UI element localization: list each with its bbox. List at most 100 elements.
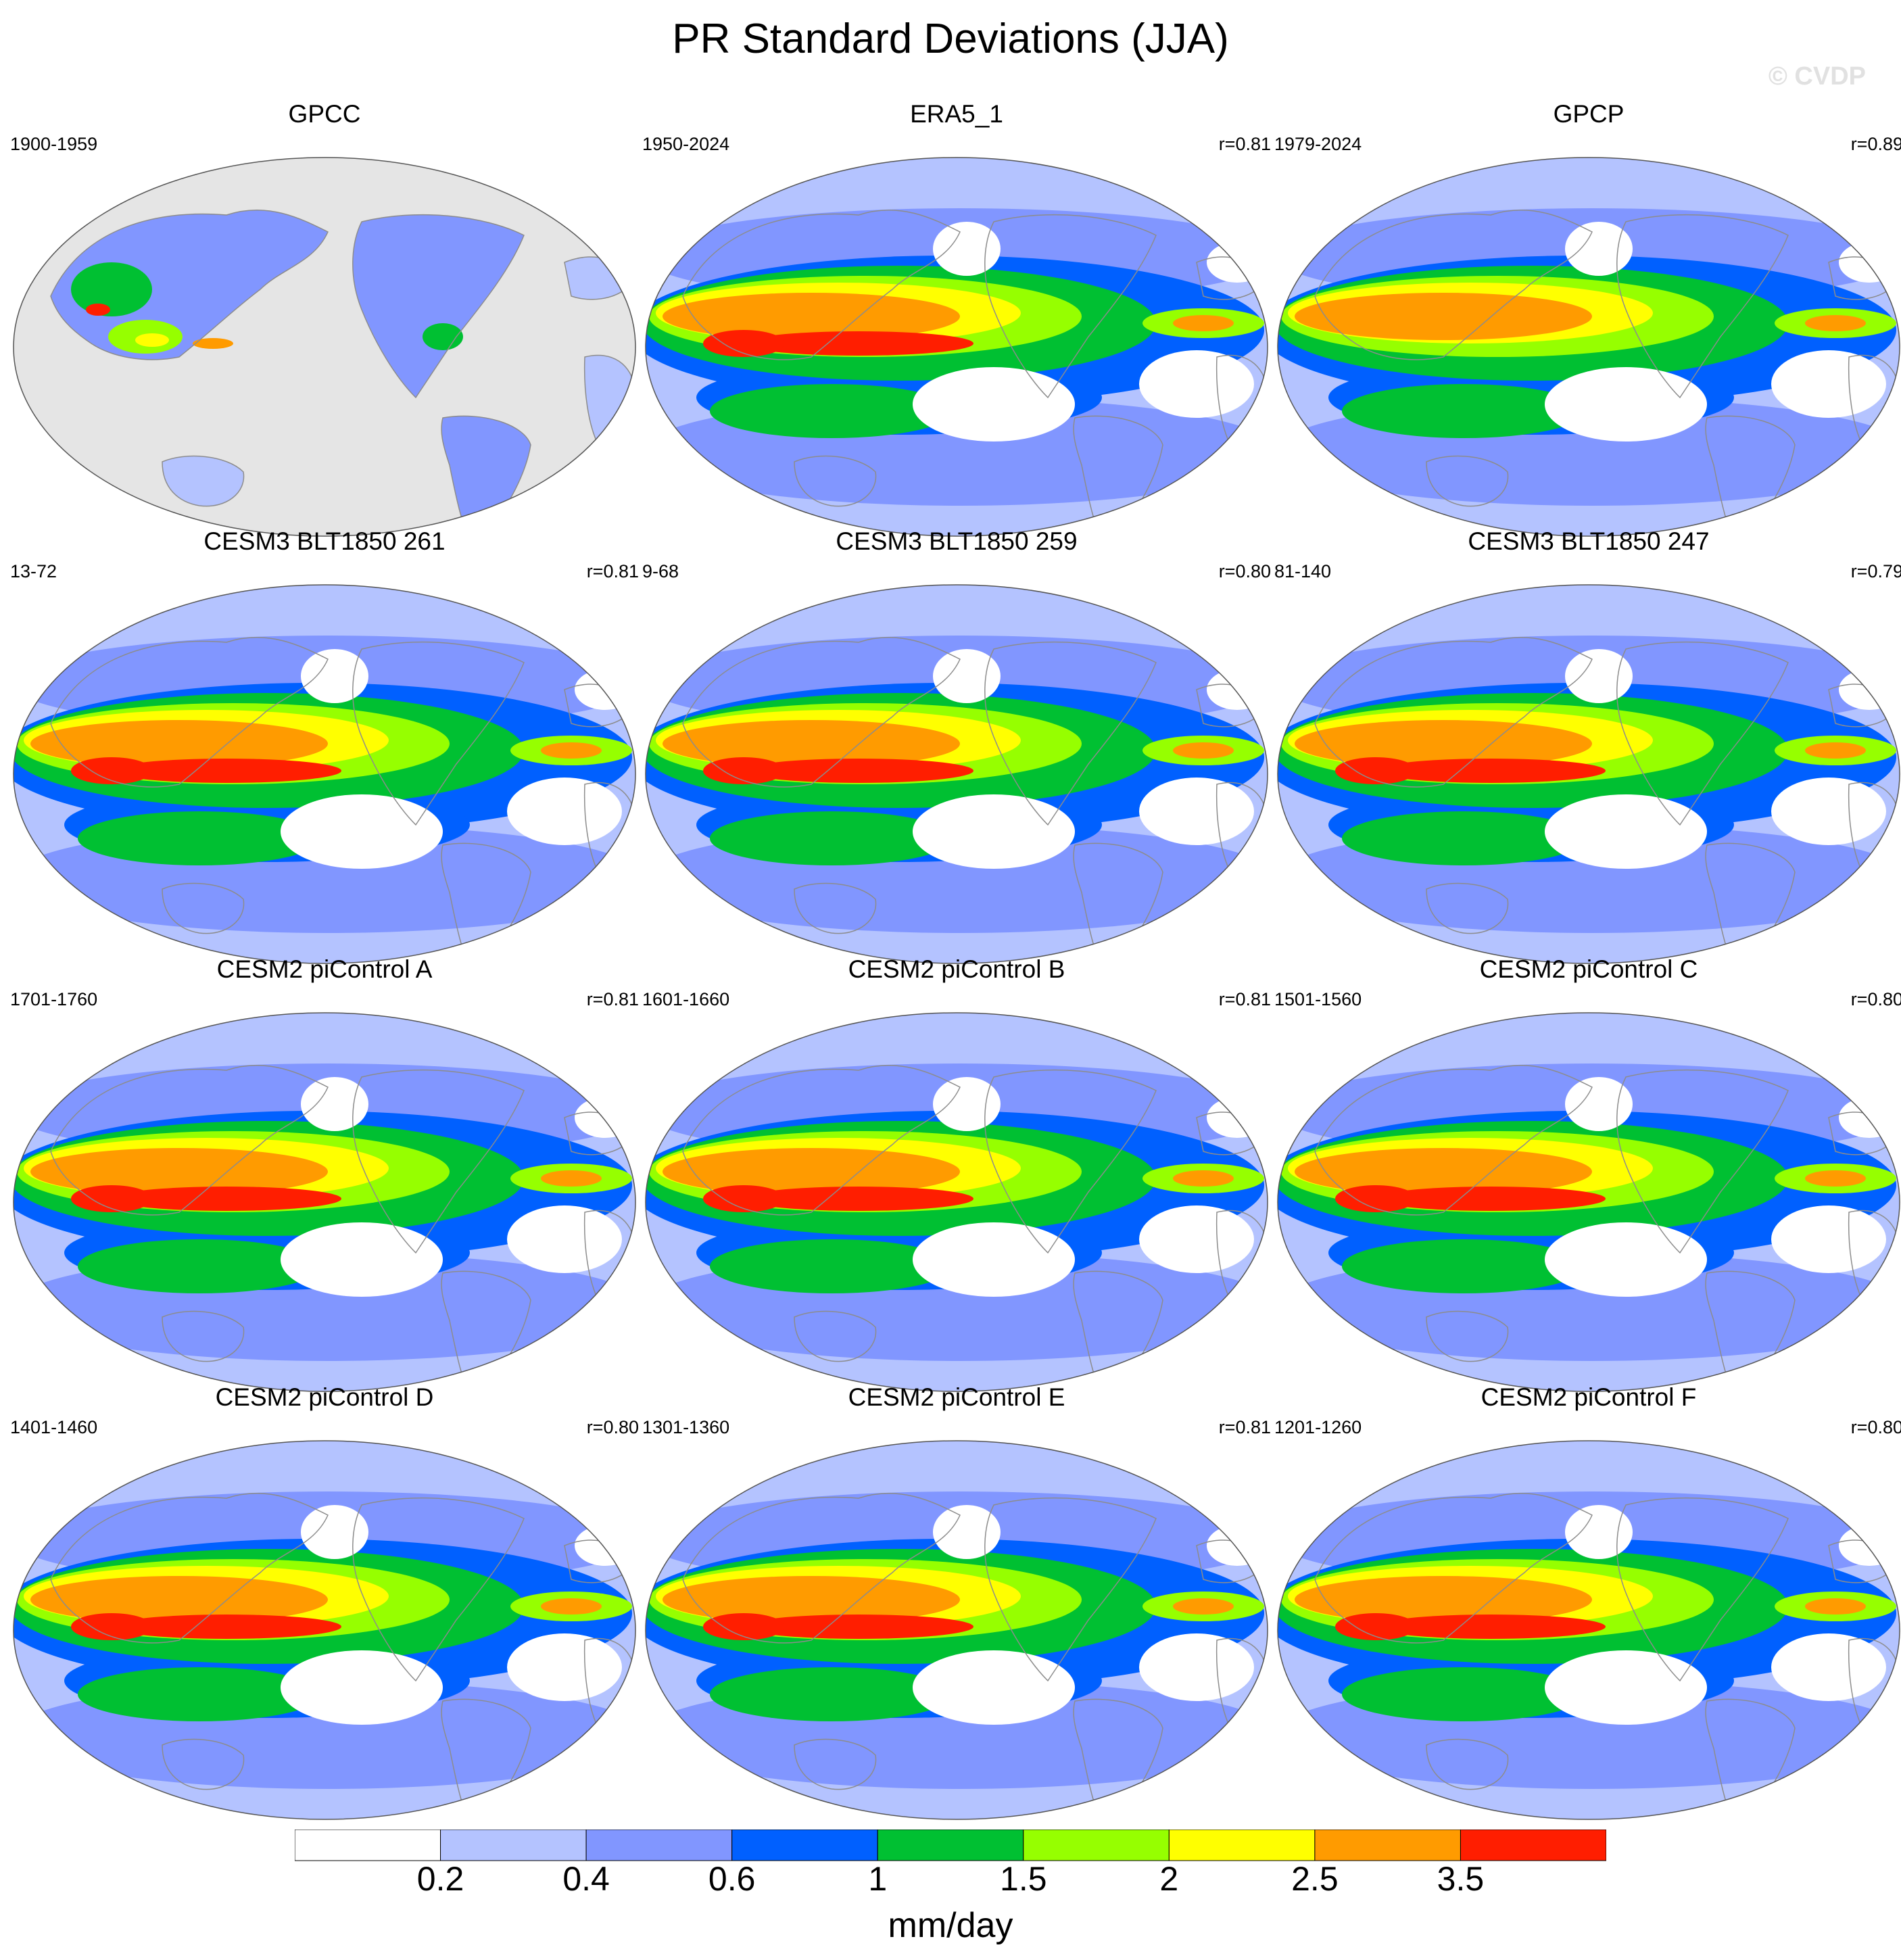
precip-band xyxy=(1295,720,1592,767)
map-panel: CESM2 piControl D 1401-1460 r=0.80 xyxy=(10,1383,639,1820)
precip-band xyxy=(78,1239,321,1293)
precip-band xyxy=(1376,759,1606,783)
coastline xyxy=(1426,882,1509,934)
precip-band xyxy=(663,293,960,340)
colorbar-bin xyxy=(731,1830,878,1861)
coastline xyxy=(1073,1698,1163,1819)
panel-period: 81-140 xyxy=(1274,561,1332,581)
map-panel: CESM3 BLT1850 259 9-68 r=0.80 xyxy=(642,527,1271,964)
dry-region xyxy=(913,367,1075,441)
coastline xyxy=(682,636,961,788)
panel-correlation: r=0.81 xyxy=(586,989,639,1009)
coastline xyxy=(1705,1698,1796,1819)
map-border xyxy=(1277,157,1900,537)
precip-band xyxy=(744,1187,973,1211)
coastline xyxy=(1426,1738,1509,1790)
precip-band xyxy=(30,1576,328,1623)
coastline xyxy=(984,1497,1157,1682)
panel-title: CESM3 BLT1850 261 xyxy=(203,527,446,555)
colorbar-bin xyxy=(1023,1830,1170,1861)
precip-band xyxy=(1805,1598,1866,1615)
map-border xyxy=(1277,1012,1900,1392)
watermark: © CVDP xyxy=(1768,62,1866,91)
monsoon-region xyxy=(71,262,152,316)
dry-region xyxy=(1207,1525,1268,1566)
map-border xyxy=(1277,584,1900,964)
dry-region xyxy=(301,1505,368,1559)
dry-region xyxy=(507,1633,622,1701)
coastline xyxy=(441,415,531,536)
panel-period: 1301-1360 xyxy=(642,1417,730,1437)
dry-region xyxy=(1839,1525,1900,1566)
colorbar-tick-label: 0.4 xyxy=(562,1860,610,1898)
map-plot xyxy=(645,584,1268,964)
coastline xyxy=(162,1738,245,1790)
precip-band xyxy=(1376,1187,1606,1211)
precip-band xyxy=(703,1185,784,1212)
map-panel: CESM2 piControl A 1701-1760 r=0.81 xyxy=(10,955,639,1392)
map-border xyxy=(13,1012,636,1392)
panel-title: CESM2 piControl E xyxy=(848,1383,1065,1411)
panel-title: CESM2 piControl F xyxy=(1481,1383,1697,1411)
coastline xyxy=(1314,1064,1593,1216)
dry-region xyxy=(1139,778,1254,845)
map-plot xyxy=(1277,157,1900,537)
panel-period: 9-68 xyxy=(642,561,679,581)
dry-region xyxy=(1565,1077,1633,1131)
precip-band xyxy=(78,1667,321,1721)
colorbar-tick-label: 0.6 xyxy=(708,1860,756,1898)
precip-band xyxy=(663,1148,960,1195)
colorbar-tick-label: 2 xyxy=(1159,1860,1179,1898)
map-plot xyxy=(1277,1012,1900,1392)
precip-band xyxy=(71,1185,152,1212)
map-plot xyxy=(13,1012,636,1392)
panel-correlation: r=0.81 xyxy=(586,561,639,581)
land-precip-field xyxy=(584,355,635,445)
coastline xyxy=(794,1310,877,1362)
precip-band xyxy=(112,759,341,783)
precip-band xyxy=(1342,1667,1585,1721)
panel-title: GPCC xyxy=(288,100,361,128)
dry-region xyxy=(575,1525,635,1566)
coastline xyxy=(441,1698,531,1819)
coastline xyxy=(757,1821,1170,1823)
dry-region xyxy=(1139,350,1254,418)
colorbar xyxy=(295,1830,1606,1861)
panel-title: CESM2 piControl D xyxy=(215,1383,434,1411)
map-border xyxy=(645,157,1268,537)
precip-band xyxy=(78,811,321,865)
map-border xyxy=(1277,1440,1900,1820)
map-panel: GPCP 1979-2024 r=0.89 xyxy=(1274,100,1901,537)
map-panel: CESM3 BLT1850 247 81-140 r=0.79 xyxy=(1274,527,1901,964)
dry-region xyxy=(301,649,368,703)
dry-region xyxy=(913,1650,1075,1725)
precip-band xyxy=(744,331,973,356)
dry-region xyxy=(933,1077,1001,1131)
colorbar-bin xyxy=(1314,1830,1461,1861)
colorbar-bin xyxy=(1460,1830,1606,1861)
dry-region xyxy=(575,669,635,710)
precip-band xyxy=(663,1576,960,1623)
panel-period: 1201-1260 xyxy=(1274,1417,1362,1437)
coastline xyxy=(794,455,877,507)
dry-region xyxy=(281,1650,443,1725)
dry-region xyxy=(913,1222,1075,1297)
precip-band xyxy=(1805,742,1866,759)
dry-region xyxy=(1839,669,1900,710)
dry-region xyxy=(281,794,443,869)
coastline xyxy=(50,209,329,360)
coastline xyxy=(50,1064,329,1216)
coastline xyxy=(162,455,245,507)
map-border xyxy=(645,584,1268,964)
map-panel: CESM3 BLT1850 261 13-72 r=0.81 xyxy=(10,527,639,964)
precip-band xyxy=(1295,1148,1592,1195)
colorbar-bin xyxy=(585,1830,733,1861)
coastline xyxy=(1314,1492,1593,1644)
panel-title: CESM2 piControl C xyxy=(1479,955,1698,983)
map-plot xyxy=(13,584,636,964)
land-precip-field xyxy=(51,210,328,360)
precip-band xyxy=(541,742,602,759)
map-border xyxy=(13,1440,636,1820)
colorbar-tick-label: 3.5 xyxy=(1437,1860,1485,1898)
coastline xyxy=(352,1069,525,1254)
